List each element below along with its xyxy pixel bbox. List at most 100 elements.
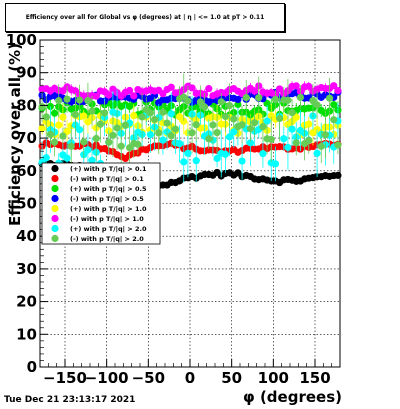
- data-point: [184, 97, 192, 105]
- data-point: [200, 103, 209, 111]
- y-tick-label: 10: [16, 325, 37, 343]
- data-point: [321, 131, 330, 139]
- data-point: [105, 138, 113, 146]
- data-point: [292, 82, 300, 90]
- data-point: [255, 94, 263, 102]
- data-point: [125, 86, 134, 95]
- x-tick-label: 0: [185, 369, 195, 387]
- data-point: [180, 158, 188, 166]
- data-point: [80, 112, 88, 120]
- data-point: [230, 128, 238, 136]
- y-tick-label: 0: [27, 358, 37, 376]
- data-point: [259, 123, 267, 131]
- data-point: [134, 140, 142, 148]
- data-point: [167, 132, 175, 140]
- legend-label: (+) with p T/|q| > 0.5: [70, 185, 147, 194]
- data-point: [292, 139, 300, 147]
- data-point: [271, 160, 280, 168]
- data-point: [234, 100, 242, 109]
- data-point: [267, 135, 275, 144]
- data-point: [92, 92, 100, 100]
- data-point: [50, 109, 59, 117]
- y-tick-label: 100: [6, 31, 37, 49]
- data-point: [250, 119, 259, 127]
- legend-marker: [51, 184, 59, 193]
- data-point: [75, 126, 84, 134]
- data-point: [84, 97, 92, 105]
- data-point: [325, 94, 334, 102]
- data-point: [184, 149, 192, 157]
- data-point: [330, 82, 338, 90]
- data-point: [280, 135, 288, 143]
- data-point: [188, 129, 196, 137]
- legend-label: (-) with p T/|q| > 0.1: [70, 175, 144, 184]
- legend-label: (+) with p T/|q| > 0.1: [70, 165, 147, 174]
- data-point: [159, 136, 167, 144]
- data-point: [67, 142, 75, 150]
- data-point: [84, 146, 92, 154]
- data-point: [50, 138, 59, 146]
- data-point: [63, 154, 71, 162]
- data-point: [167, 83, 175, 91]
- x-tick-label: 100: [258, 369, 289, 387]
- data-point: [59, 113, 67, 121]
- data-point: [238, 157, 246, 165]
- data-point: [234, 95, 242, 104]
- x-tick-label: 50: [221, 369, 242, 387]
- x-tick-label: 150: [299, 369, 330, 387]
- legend-label: (+) with p T/|q| > 1.0: [70, 205, 147, 214]
- legend-marker: [51, 194, 59, 203]
- data-point: [296, 93, 305, 102]
- data-point: [317, 142, 325, 150]
- data-point: [230, 115, 238, 123]
- data-point: [263, 99, 271, 108]
- data-point: [71, 110, 80, 119]
- data-point: [80, 138, 88, 146]
- data-point: [225, 133, 234, 141]
- data-point: [271, 95, 280, 104]
- title-box: Efficiency over all for Global vs φ (deg…: [5, 3, 285, 32]
- data-point: [150, 115, 159, 124]
- legend-label: (+) with p T/|q| > 2.0: [70, 225, 147, 234]
- y-tick-label: 60: [16, 162, 37, 180]
- x-tick-label: −50: [132, 369, 165, 387]
- data-point: [313, 149, 321, 157]
- data-point: [213, 154, 221, 163]
- data-point: [121, 121, 130, 129]
- data-point: [92, 134, 100, 143]
- data-point: [117, 142, 125, 150]
- legend: (+) with p T/|q| > 0.1(-) with p T/|q| >…: [41, 162, 161, 245]
- data-point: [259, 149, 267, 158]
- data-point: [159, 108, 167, 116]
- y-tick-label: 80: [16, 96, 37, 114]
- data-point: [155, 129, 163, 137]
- data-point: [180, 117, 188, 125]
- y-axis-label: Efficiency over all (%): [6, 43, 24, 226]
- data-point: [42, 113, 50, 121]
- data-point: [238, 121, 246, 129]
- legend-marker: [51, 204, 59, 213]
- data-point: [217, 98, 225, 106]
- data-point: [221, 112, 230, 121]
- legend-box: [41, 162, 161, 245]
- data-point: [250, 87, 259, 95]
- y-tick-label: 70: [16, 129, 37, 147]
- data-point: [305, 136, 313, 145]
- data-point: [205, 135, 213, 143]
- legend-marker: [51, 224, 59, 233]
- data-point: [192, 157, 200, 165]
- data-point: [334, 171, 342, 179]
- data-point: [334, 141, 342, 149]
- data-point: [146, 109, 155, 117]
- y-tick-label: 40: [16, 227, 37, 245]
- data-point: [163, 119, 171, 127]
- data-point: [138, 113, 146, 121]
- data-point: [167, 110, 175, 118]
- data-point: [175, 140, 184, 148]
- data-point: [63, 127, 71, 136]
- data-point: [46, 130, 55, 138]
- y-tick-label: 50: [16, 195, 37, 213]
- data-point: [96, 120, 105, 128]
- data-point: [221, 150, 230, 158]
